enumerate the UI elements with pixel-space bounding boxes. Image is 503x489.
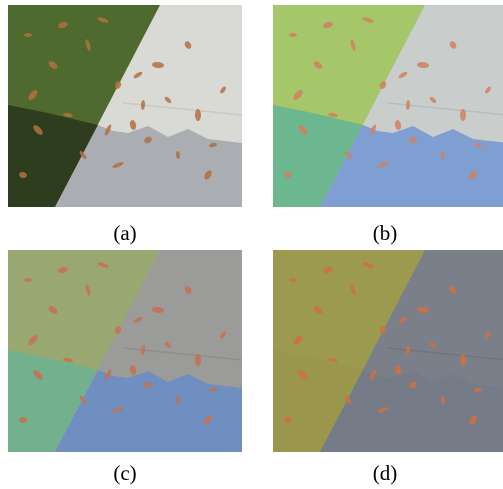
leaf bbox=[289, 33, 297, 37]
figure: (a) (b) (c) (d) bbox=[0, 0, 503, 489]
panel-image bbox=[8, 5, 242, 207]
panel-caption: (a) bbox=[113, 221, 136, 245]
page: (a) (b) (c) (d) (() => { const data = JS… bbox=[0, 0, 503, 489]
leaf bbox=[289, 278, 297, 282]
panel-caption: (d) bbox=[373, 461, 398, 485]
panel-caption: (b) bbox=[373, 221, 398, 245]
panel-image bbox=[273, 250, 503, 452]
leaf bbox=[24, 33, 32, 37]
panel-image bbox=[273, 5, 503, 207]
panel-caption: (c) bbox=[113, 461, 136, 485]
leaf bbox=[24, 278, 32, 282]
panel-image bbox=[8, 250, 242, 452]
